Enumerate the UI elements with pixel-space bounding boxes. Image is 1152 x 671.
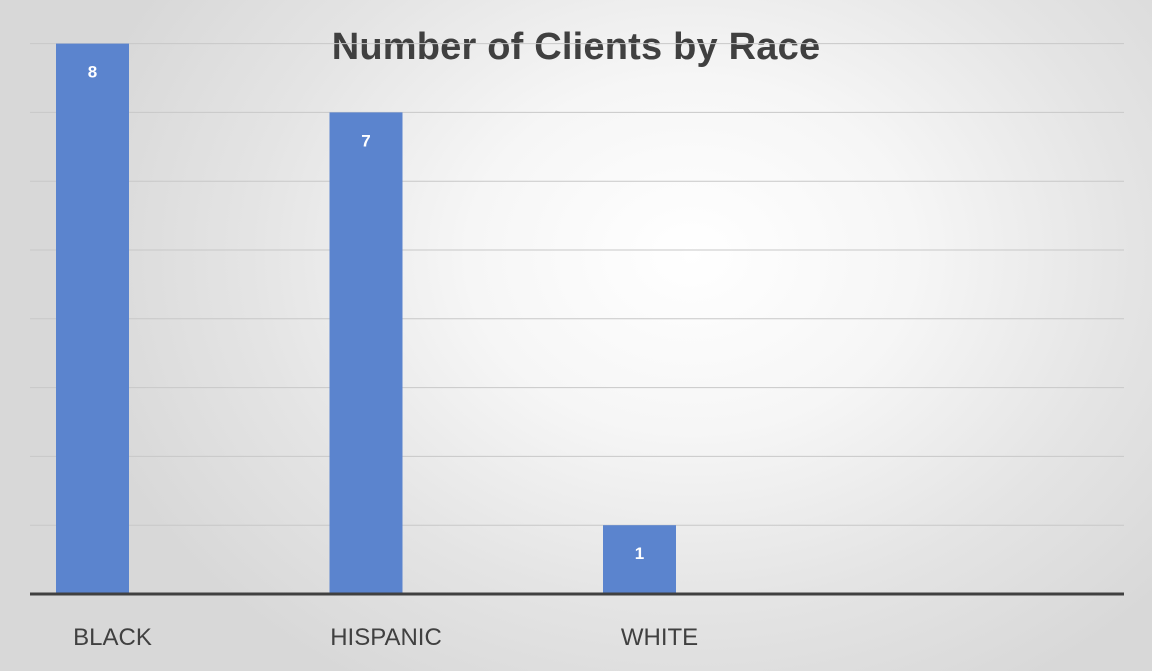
bar-black	[56, 43, 129, 595]
category-label-hispanic: HISPANIC	[330, 624, 442, 651]
data-label-white: 1	[635, 544, 644, 563]
data-label-hispanic: 7	[361, 131, 370, 150]
bar-white	[603, 525, 676, 594]
chart-title: Number of Clients by Race	[331, 26, 821, 68]
category-label-white: WHITE	[621, 624, 698, 651]
category-label-black: BLACK	[73, 624, 152, 651]
bar-hispanic	[329, 112, 403, 595]
data-label-black: 8	[88, 63, 97, 82]
